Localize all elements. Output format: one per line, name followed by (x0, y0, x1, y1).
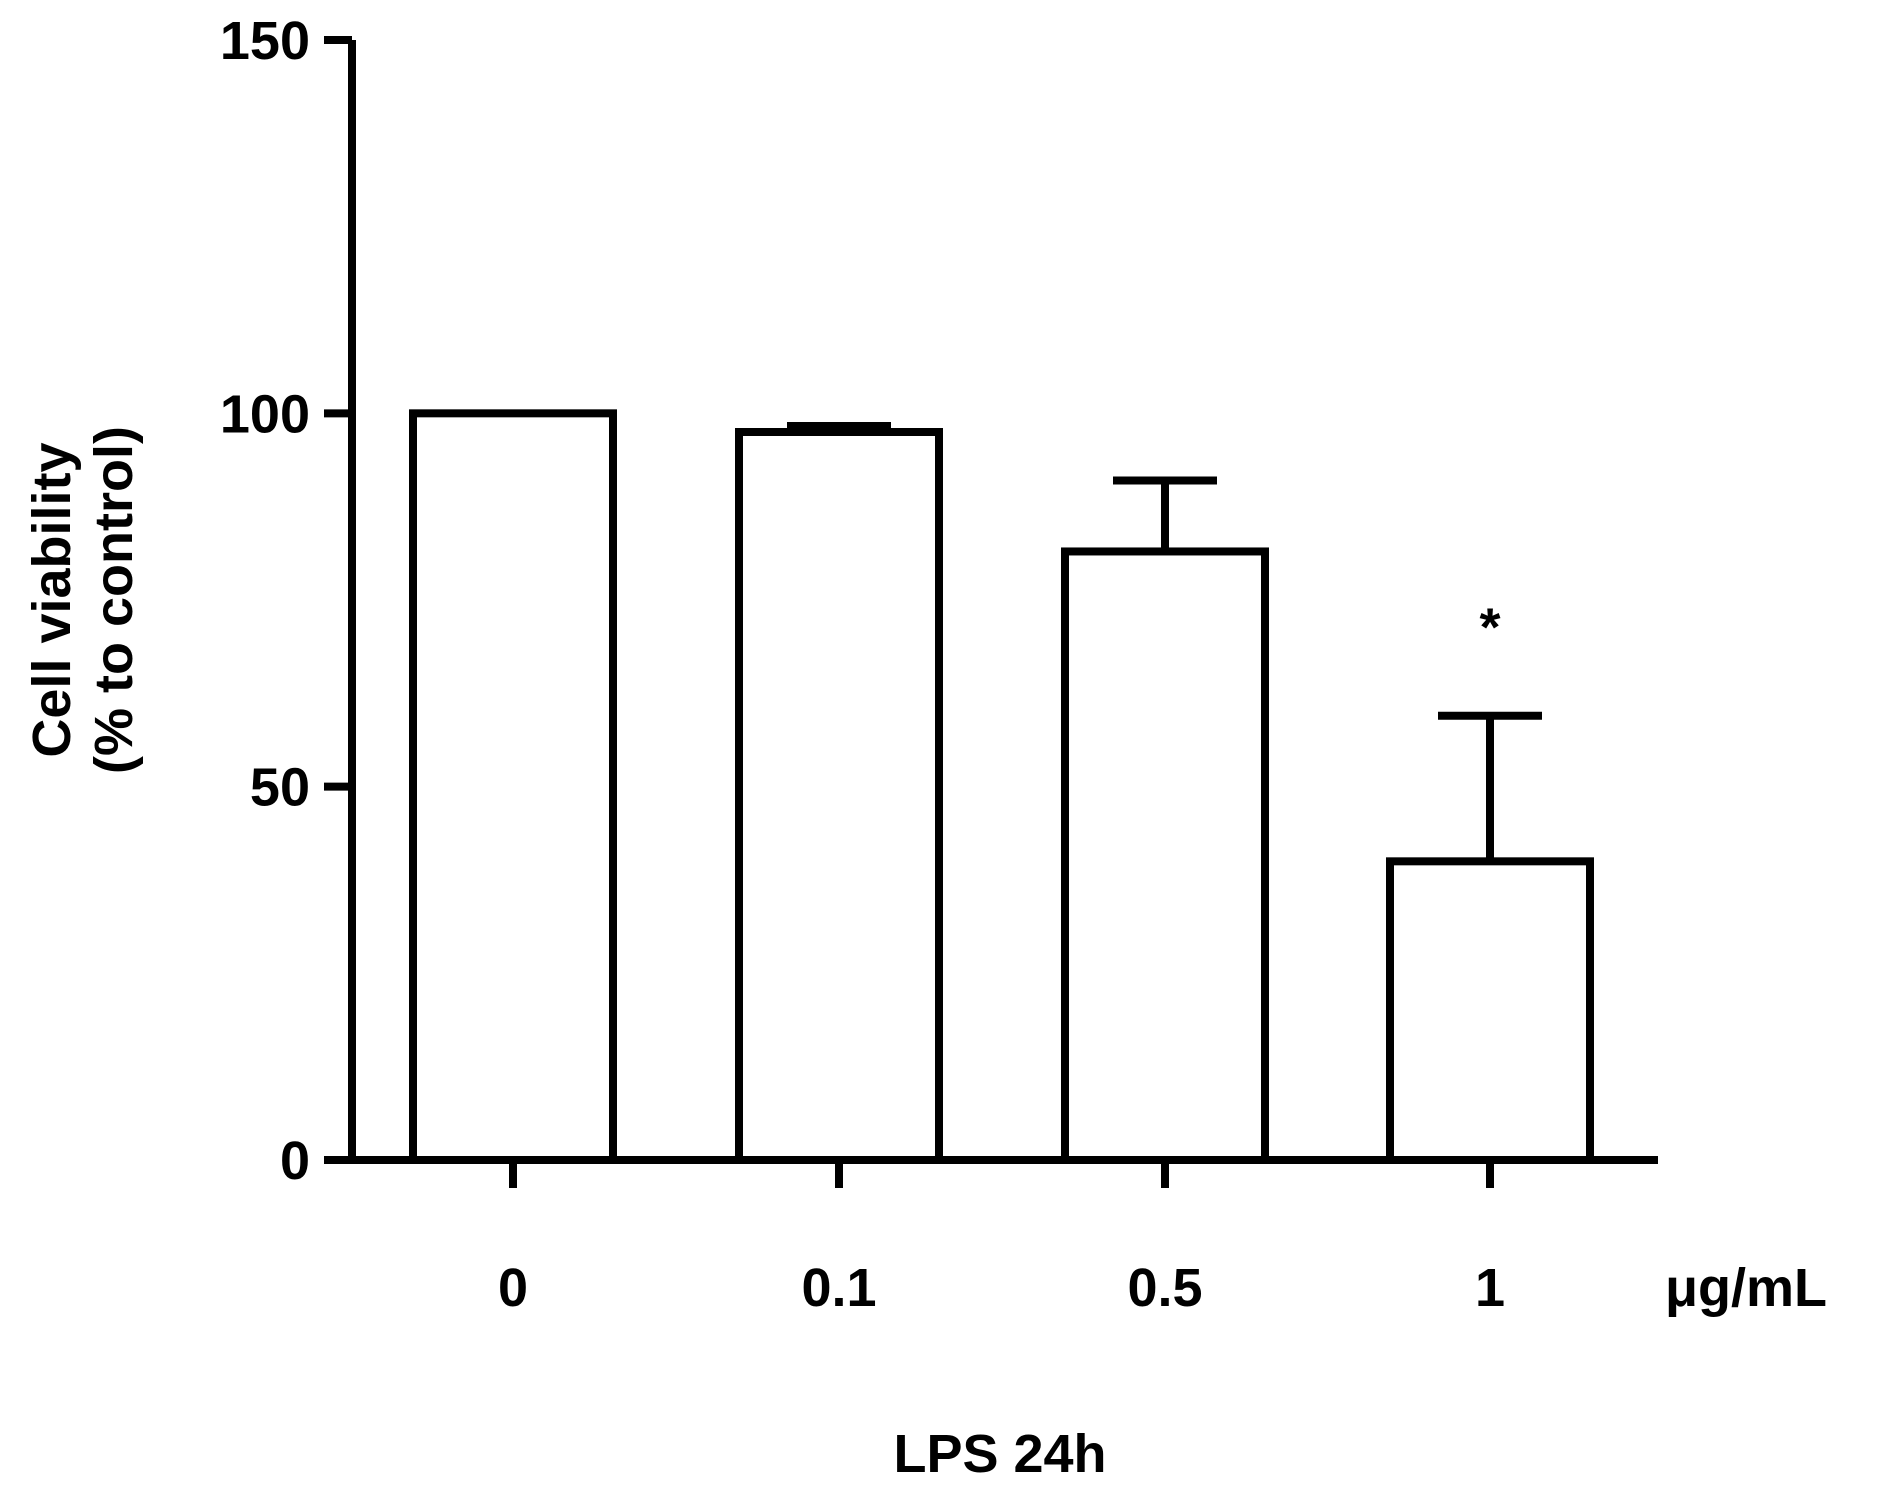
x-tick-label-0: 0 (498, 1258, 528, 1318)
significance-marker-1: * (1479, 598, 1500, 658)
x-tick-label-0.5: 0.5 (1127, 1258, 1202, 1318)
x-tick-label-0.1: 0.1 (801, 1258, 876, 1318)
y-axis-title-line2: (% to control) (84, 426, 144, 774)
x-axis-title: LPS 24h (893, 1424, 1106, 1484)
ticks-layer (324, 36, 1494, 1188)
y-tick-label-0: 0 (280, 1131, 310, 1191)
y-tick-label-100: 100 (220, 384, 310, 444)
y-axis-title-line1: Cell viability (22, 442, 82, 757)
axes-layer (348, 40, 1658, 1164)
bar-0 (409, 409, 617, 1165)
bars-layer (409, 409, 1594, 1165)
y-tick-label-50: 50 (250, 758, 310, 818)
x-tick-label-1: 1 (1475, 1258, 1505, 1318)
error-bars-layer (787, 422, 1542, 862)
bar-1 (1386, 857, 1594, 1164)
y-tick-label-150: 150 (220, 11, 310, 71)
bar-0.1 (735, 428, 943, 1164)
labels-layer: Cell viability (% to control) LPS 24h μg… (22, 11, 1827, 1484)
bar-0.5 (1061, 547, 1269, 1164)
x-axis-unit-label: μg/mL (1665, 1258, 1827, 1318)
